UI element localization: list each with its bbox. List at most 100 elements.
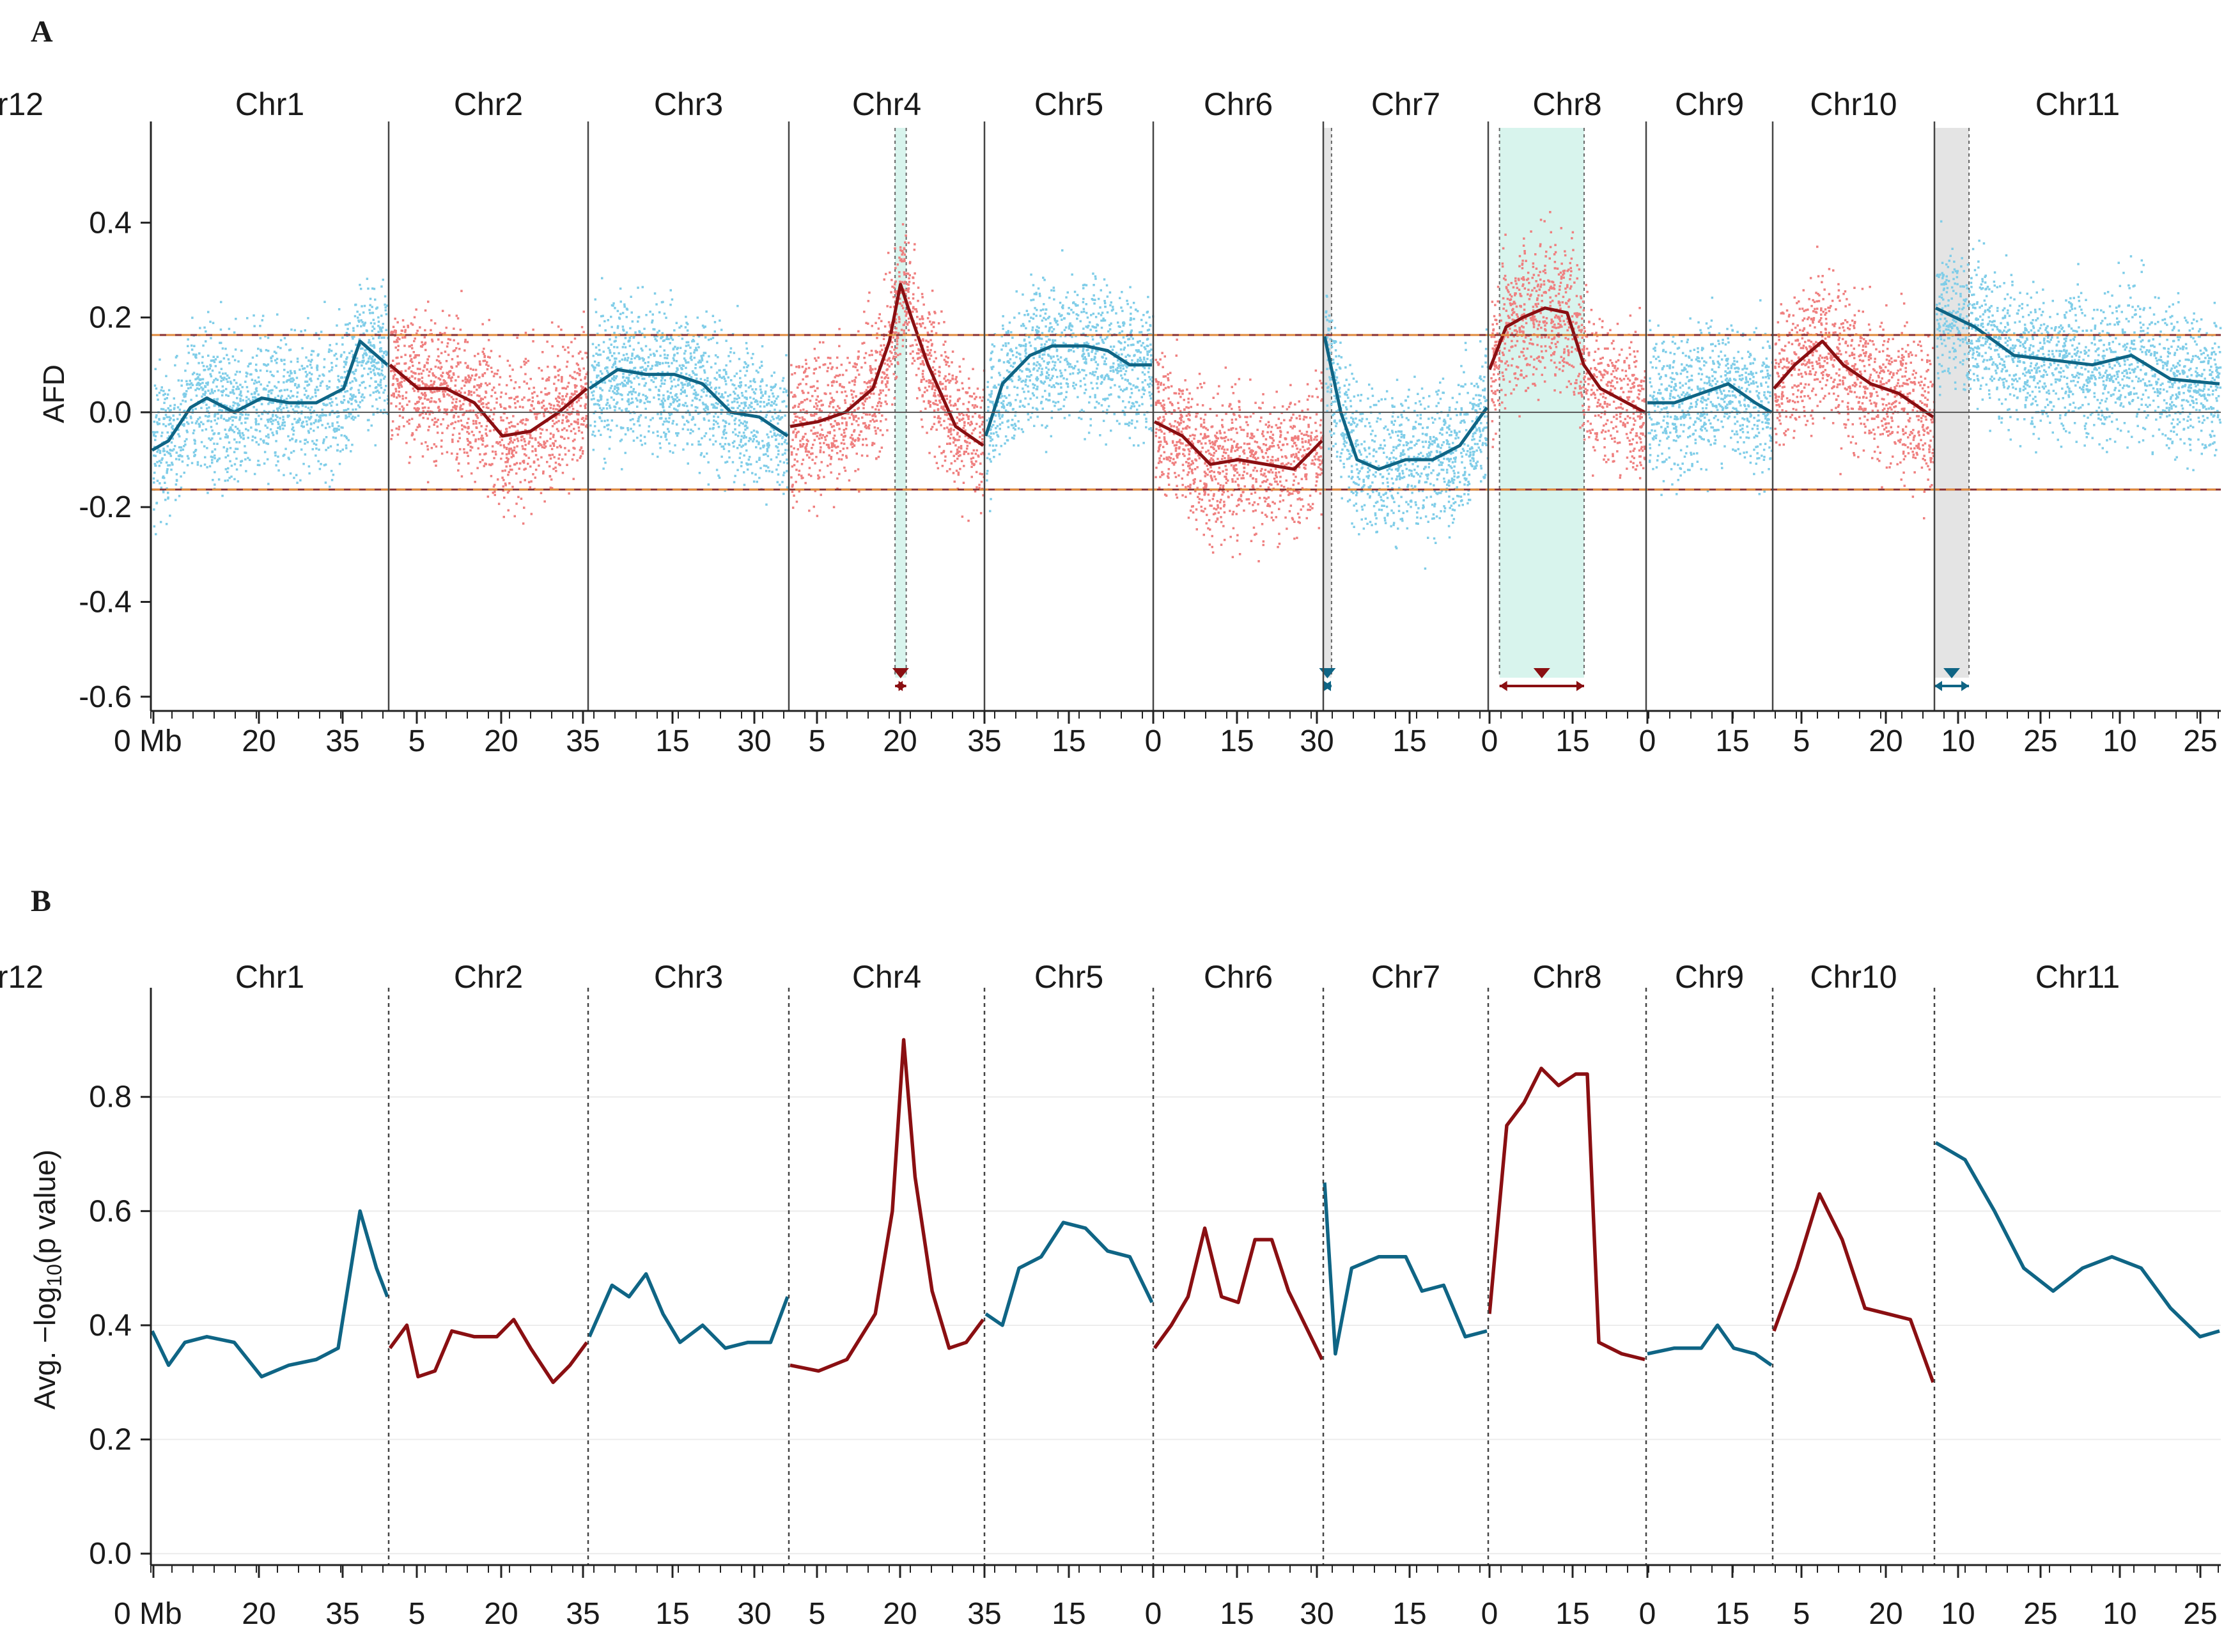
scatter-point — [471, 446, 474, 449]
scatter-point — [651, 321, 653, 324]
scatter-point — [228, 417, 231, 420]
scatter-point — [412, 351, 415, 354]
scatter-point — [226, 354, 228, 357]
scatter-point — [247, 414, 250, 416]
scatter-point — [189, 416, 192, 418]
scatter-point — [373, 372, 376, 375]
scatter-point — [222, 389, 225, 392]
scatter-point — [310, 354, 313, 356]
scatter-point — [662, 404, 664, 407]
scatter-point — [690, 428, 692, 431]
scatter-point — [212, 359, 215, 362]
scatter-point — [601, 389, 603, 392]
scatter-point — [440, 352, 443, 355]
scatter-point — [400, 329, 403, 332]
scatter-point — [411, 432, 414, 435]
scatter-point — [209, 373, 212, 376]
scatter-point — [571, 458, 574, 461]
scatter-point — [326, 387, 329, 390]
scatter-point — [380, 378, 382, 381]
scatter-point — [923, 391, 926, 394]
scatter-point — [282, 418, 284, 421]
scatter-point — [743, 401, 745, 404]
scatter-point — [254, 397, 257, 400]
scatter-point — [345, 323, 347, 326]
scatter-point — [731, 407, 733, 409]
scatter-point — [352, 396, 354, 398]
scatter-point — [676, 434, 679, 437]
scatter-point — [869, 366, 872, 370]
scatter-point — [523, 438, 525, 440]
scatter-point — [187, 345, 189, 348]
scatter-point — [911, 344, 914, 347]
scatter-point — [474, 378, 476, 381]
scatter-point — [669, 335, 673, 338]
scatter-point — [192, 432, 195, 435]
scatter-point — [850, 433, 853, 437]
scatter-point — [951, 377, 954, 380]
scatter-point — [793, 458, 797, 461]
scatter-point — [540, 391, 543, 394]
scatter-point — [694, 409, 697, 412]
scatter-point — [568, 492, 570, 495]
scatter-point — [947, 430, 950, 433]
scatter-point — [237, 428, 239, 430]
scatter-point — [915, 310, 918, 313]
scatter-point — [198, 425, 201, 428]
scatter-point — [397, 394, 400, 396]
scatter-point — [235, 416, 238, 419]
scatter-point — [561, 458, 564, 461]
scatter-point — [156, 461, 159, 464]
scatter-point — [700, 395, 703, 398]
scatter-point — [542, 472, 545, 475]
scatter-point — [271, 432, 274, 434]
scatter-point — [868, 396, 871, 399]
scatter-point — [424, 343, 426, 345]
scatter-point — [247, 365, 249, 368]
scatter-point — [485, 390, 487, 393]
scatter-point — [352, 337, 354, 340]
scatter-point — [654, 364, 657, 367]
scatter-point — [309, 377, 312, 380]
scatter-point — [184, 443, 187, 446]
scatter-point — [939, 401, 942, 404]
scatter-point — [237, 360, 240, 363]
scatter-point — [346, 390, 349, 393]
scatter-point — [619, 440, 622, 442]
scatter-point — [156, 394, 159, 396]
scatter-point — [195, 394, 198, 397]
scatter-point — [542, 470, 545, 473]
scatter-point — [410, 344, 413, 347]
scatter-point — [614, 360, 617, 363]
scatter-point — [632, 390, 635, 393]
scatter-point — [255, 429, 258, 432]
scatter-point — [277, 380, 280, 384]
scatter-point — [766, 444, 769, 447]
scatter-point — [215, 422, 218, 425]
scatter-point — [745, 462, 748, 465]
scatter-point — [696, 349, 698, 352]
scatter-point — [774, 400, 776, 403]
scatter-point — [186, 362, 189, 365]
scatter-point — [738, 357, 741, 361]
scatter-point — [469, 446, 472, 448]
scatter-point — [974, 412, 977, 415]
scatter-point — [947, 435, 950, 438]
scatter-point — [433, 400, 436, 403]
scatter-point — [882, 389, 884, 392]
scatter-point — [460, 475, 463, 478]
scatter-point — [833, 440, 836, 442]
scatter-point — [285, 398, 288, 400]
scatter-point — [708, 412, 711, 414]
scatter-point — [616, 390, 619, 393]
scatter-point — [524, 444, 527, 446]
scatter-point — [802, 443, 805, 446]
scatter-point — [417, 407, 420, 410]
scatter-point — [495, 401, 498, 404]
scatter-point — [453, 416, 455, 419]
scatter-point — [394, 346, 397, 349]
scatter-point — [606, 419, 609, 422]
scatter-point — [915, 343, 918, 346]
scatter-point — [752, 363, 754, 366]
scatter-point — [692, 385, 694, 388]
